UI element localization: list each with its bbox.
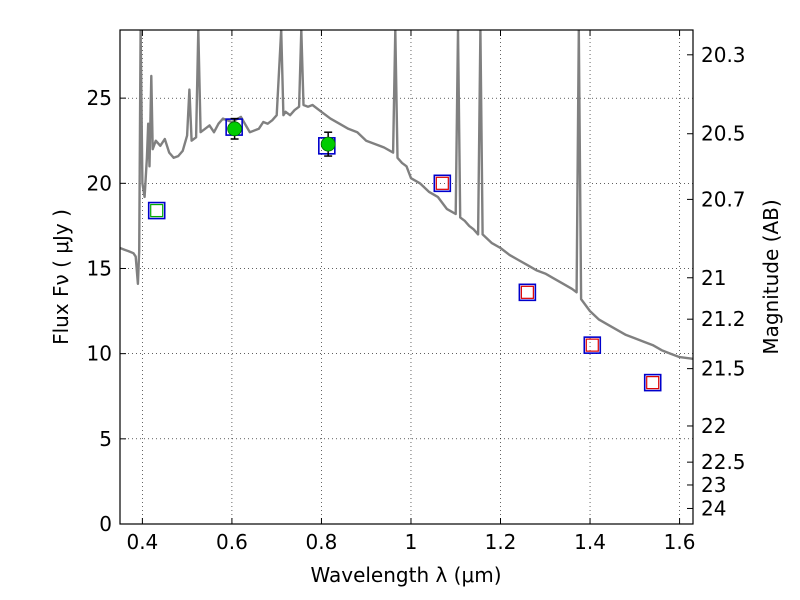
model-photometry-marker — [433, 174, 452, 193]
y-tick-label: 0 — [99, 512, 112, 536]
plot-background — [120, 30, 693, 524]
magnitude-tick-label: 23 — [701, 473, 726, 497]
y-tick-label: 15 — [87, 256, 112, 280]
x-tick-label: 0.4 — [126, 530, 158, 554]
x-tick-label: 0.8 — [306, 530, 338, 554]
x-axis-title: Wavelength λ (μm) — [310, 563, 501, 587]
observed-detection-point — [320, 136, 336, 152]
model-photometry-marker — [518, 283, 537, 302]
observed-square-marker — [585, 338, 599, 352]
magnitude-tick-label: 21.2 — [701, 307, 746, 331]
magnitude-tick-label: 20.7 — [701, 187, 746, 211]
observed-square-marker — [646, 376, 660, 390]
y-tick-label: 10 — [87, 342, 112, 366]
x-tick-label: 0.6 — [216, 530, 248, 554]
x-axis: 0.4 0.6 0.8 1 1.2 1.4 1.6 — [126, 30, 695, 554]
x-tick-label: 1.2 — [485, 530, 517, 554]
spectrum-line — [120, 30, 693, 360]
y-axis-title: Flux Fν ( μJy ) — [49, 209, 73, 345]
x-tick-label: 1.6 — [664, 530, 696, 554]
magnitude-tick-label: 21.5 — [701, 357, 746, 381]
model-photometry-marker — [583, 336, 602, 354]
observed-detection-point — [227, 121, 243, 137]
observed-square-marker — [520, 285, 534, 299]
model-photometry-marker — [147, 201, 166, 220]
magnitude-axis-title: Magnitude (AB) — [759, 199, 783, 354]
plot-frame — [119, 29, 694, 525]
y-tick-label: 25 — [87, 86, 112, 110]
observed-square-marker — [435, 176, 449, 190]
magnitude-tick-label: 20.5 — [701, 122, 746, 146]
y-tick-label: 5 — [99, 427, 112, 451]
series-layer — [120, 30, 693, 392]
x-tick-label: 1 — [405, 530, 418, 554]
magnitude-tick-label: 21 — [701, 266, 726, 290]
magnitude-tick-label: 20.3 — [701, 43, 746, 67]
magnitude-tick-label: 22.5 — [701, 450, 746, 474]
magnitude-tick-label: 22 — [701, 414, 726, 438]
magnitude-tick-label: 24 — [701, 496, 726, 520]
model-photometry-marker — [643, 373, 662, 392]
y-tick-label: 20 — [87, 171, 112, 195]
y-axis: 0 5 10 15 20 25 — [87, 86, 126, 536]
x-tick-label: 1.4 — [574, 530, 606, 554]
observed-square-marker — [150, 203, 164, 218]
